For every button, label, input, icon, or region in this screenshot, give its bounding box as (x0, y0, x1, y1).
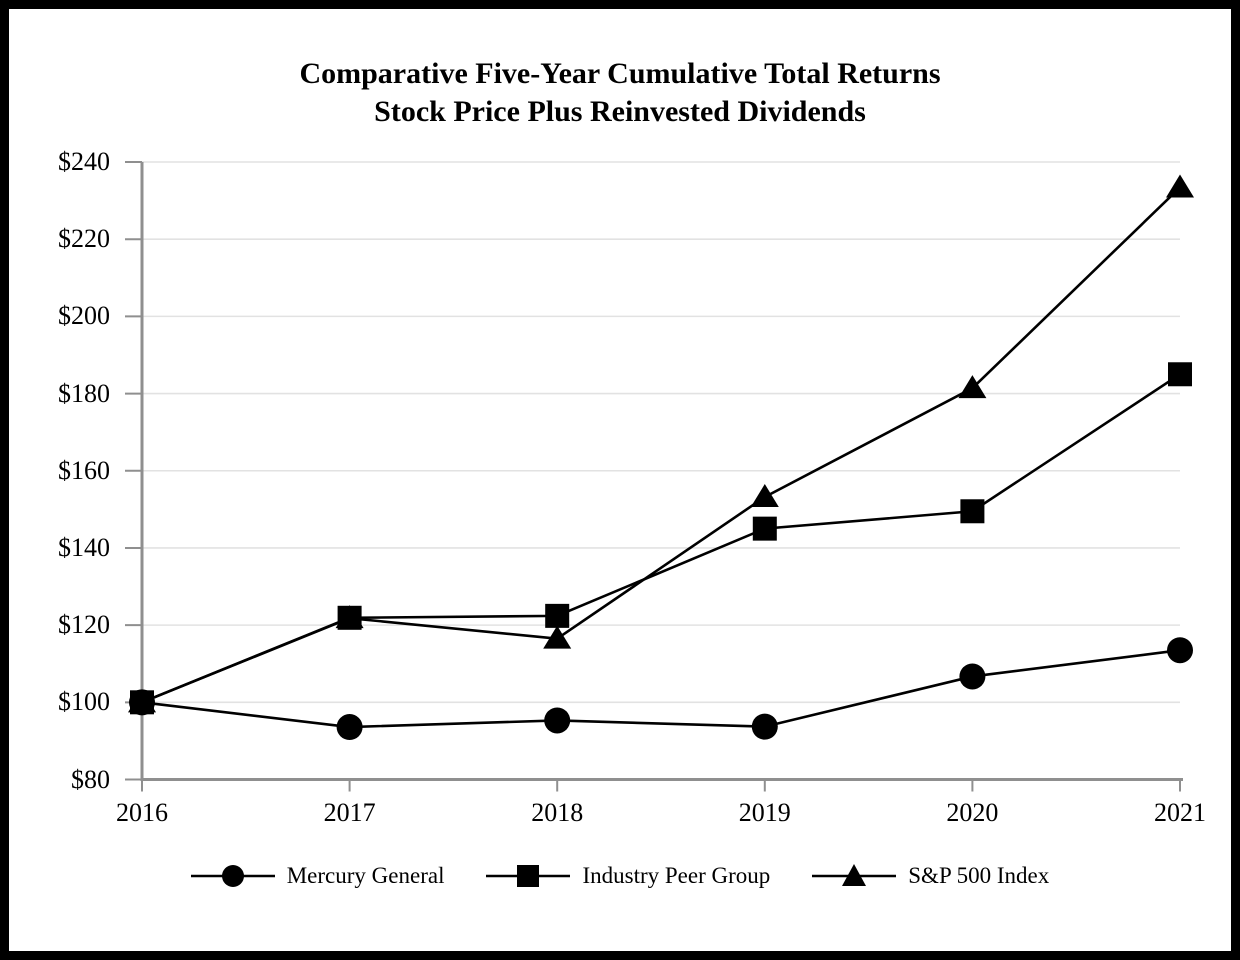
data-point-square-industry-peer-group (130, 690, 154, 715)
chart-title: Comparative Five-Year Cumulative Total R… (9, 55, 1231, 131)
x-tick-label: 2021 (1154, 797, 1206, 827)
legend-triangle-marker-icon (812, 864, 897, 886)
chart-title-line2: Stock Price Plus Reinvested Dividends (374, 95, 866, 128)
data-point-triangle-s-p-500-index (750, 483, 779, 507)
y-tick-label: $120 (58, 610, 110, 640)
data-point-square-industry-peer-group (545, 603, 570, 628)
chart-title-line1: Comparative Five-Year Cumulative Total R… (299, 57, 941, 90)
legend-circle-marker-icon (190, 865, 275, 887)
y-tick-label: $140 (58, 532, 110, 562)
legend-item-industry-peer-group: Industry Peer Group (486, 862, 770, 890)
legend-square-marker-icon (486, 865, 571, 887)
legend-label-industry-peer-group: Industry Peer Group (582, 863, 771, 888)
x-tick-label: 2019 (738, 797, 791, 827)
series-line-mercury-general (141, 648, 1181, 729)
data-point-triangle-s-p-500-index (958, 375, 987, 399)
x-tick-label: 2020 (946, 797, 999, 827)
legend-item-s-p-500-index: S&P 500 Index (812, 862, 1049, 890)
y-tick-label: $180 (58, 378, 110, 408)
y-tick-label: $220 (58, 224, 110, 254)
legend-label-s-p-500-index: S&P 500 Index (908, 863, 1050, 888)
data-point-square-industry-peer-group (1168, 362, 1192, 387)
x-tick-label: 2016 (116, 797, 168, 827)
data-point-triangle-s-p-500-index (543, 625, 572, 649)
y-tick-label: $200 (58, 301, 110, 331)
plot-area (125, 161, 1194, 792)
y-tick-label: $100 (58, 687, 110, 717)
data-point-triangle-s-p-500-index (1166, 174, 1194, 198)
x-tick-label: 2017 (323, 797, 376, 827)
legend-item-mercury-general: Mercury General (190, 862, 445, 890)
y-tick-label: $240 (58, 147, 110, 176)
legend: Mercury General Industry Peer Group S&P 50… (9, 862, 1231, 890)
data-point-circle-mercury-general (1167, 637, 1193, 664)
y-tick-label: $80 (71, 764, 110, 794)
data-point-circle-mercury-general (959, 663, 986, 690)
data-point-square-industry-peer-group (960, 499, 985, 524)
data-point-circle-mercury-general (544, 707, 571, 734)
x-tick-label: 2018 (531, 797, 584, 827)
series-line-industry-peer-group (141, 373, 1181, 704)
data-point-circle-mercury-general (336, 714, 363, 741)
series-line-s-p-500-index (141, 186, 1181, 704)
data-point-circle-mercury-general (751, 713, 778, 740)
legend-label-mercury-general: Mercury General (286, 863, 445, 888)
data-point-square-industry-peer-group (752, 516, 777, 541)
y-tick-label: $160 (58, 455, 110, 485)
data-point-square-industry-peer-group (337, 605, 362, 630)
